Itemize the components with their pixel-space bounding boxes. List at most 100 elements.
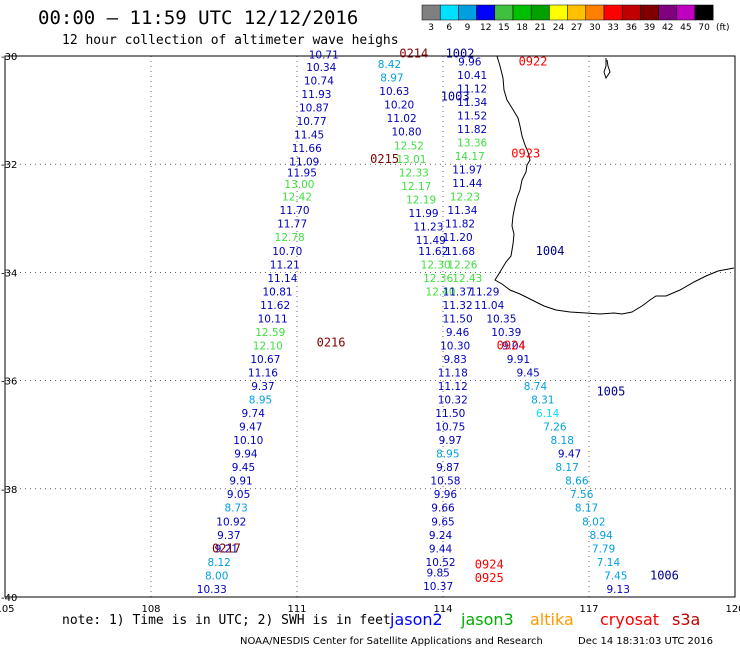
longitude-tick: 120 (725, 604, 740, 615)
swh-value: 12.42 (282, 192, 312, 204)
swh-value: 13.36 (457, 138, 487, 150)
swh-value: 8.94 (589, 530, 613, 542)
satellite-legend: jason2 jason3 altika cryosat s3a (389, 610, 700, 629)
track-label: 1006 (650, 568, 679, 582)
track-label: 0922 (519, 54, 548, 68)
legend-swatch (512, 4, 532, 21)
swh-value: 8.74 (524, 381, 548, 393)
swh-value: 10.70 (272, 246, 302, 258)
swh-value: 11.50 (435, 408, 465, 420)
coastline (494, 55, 735, 315)
latitude-tick: -36 (1, 377, 17, 388)
swh-value: 8.12 (207, 557, 230, 569)
swh-value: 10.87 (299, 102, 329, 114)
footer-note: note: 1) Time is in UTC; 2) SWH is in fe… (62, 613, 391, 628)
longitude-tick-labels: 105 108 111 114 117 120 (0, 604, 740, 615)
credit-text: NOAA/NESDIS Center for Satellite Applica… (240, 636, 543, 647)
swh-value: 10.81 (263, 286, 293, 298)
legend-label: 36 (626, 23, 638, 33)
legend-label: 15 (498, 23, 509, 33)
swh-value: 9.21 (215, 543, 238, 555)
longitude-tick: 117 (579, 604, 598, 615)
legend-swatch (530, 4, 550, 21)
swh-value: 11.29 (469, 286, 499, 298)
track-label: 0924 (497, 338, 526, 352)
legend-label: 3 (428, 23, 434, 33)
longitude-tick: 105 (0, 604, 15, 615)
legend-label: 70 (698, 23, 710, 33)
island-outline (603, 58, 611, 80)
swh-value: 8.97 (380, 73, 403, 85)
swh-value: 11.14 (267, 273, 297, 285)
swh-value: 11.62 (260, 300, 290, 312)
track-label: 0215 (370, 152, 399, 166)
swh-value: 10.92 (216, 516, 246, 528)
swh-value: 10.39 (491, 327, 521, 339)
legend-unit: (ft) (716, 23, 730, 33)
legend-swatch (476, 4, 496, 21)
legend-label: 6 (446, 23, 452, 33)
satellite-name: jason3 (460, 610, 514, 629)
swh-value: 7.45 (604, 570, 627, 582)
legend-label: 27 (571, 23, 582, 33)
swh-value: 9.47 (239, 422, 262, 434)
legend-label: 9 (465, 23, 471, 33)
swh-value: 10.34 (306, 62, 336, 74)
legend-swatch (694, 4, 714, 21)
swh-value: 10.30 (440, 340, 470, 352)
legend-label: 12 (480, 23, 491, 33)
track-label: 0924 (475, 558, 504, 572)
swh-value: 12.10 (253, 340, 283, 352)
swh-value: 8.42 (378, 59, 401, 71)
swh-value: 9.37 (251, 381, 274, 393)
swh-value: 9.04 (502, 340, 526, 352)
swh-value: 10.63 (379, 86, 409, 98)
swh-value: 12.40 (426, 286, 456, 298)
track-labels: 0214 1002 0922 1003 0923 0215 1004 0216 0924 1005… (212, 46, 679, 585)
swh-value: 9.47 (558, 449, 581, 461)
swh-value: 11.21 (270, 259, 300, 271)
swh-value: 8.73 (224, 503, 247, 515)
swh-value: 7.14 (597, 557, 621, 569)
legend-swatch (640, 4, 659, 21)
swh-value: 9.74 (242, 408, 266, 420)
swh-value: 11.70 (280, 205, 310, 217)
map-title: 00:00 – 11:59 UTC 12/12/2016 (38, 7, 358, 29)
legend-label: 18 (516, 23, 528, 33)
legend-label: 45 (680, 23, 691, 33)
swh-value: 9.83 (443, 354, 466, 366)
swh-value: 10.37 (423, 581, 453, 593)
swh-value: 10.11 (258, 313, 288, 325)
track-label: 1002 (446, 46, 475, 60)
longitude-tick: 108 (141, 604, 160, 615)
swh-value: 9.46 (446, 327, 470, 339)
color-legend: 3 6 9 12 15 18 21 24 27 30 33 36 39 42 45 70 (421, 4, 714, 33)
satellite-name: altika (530, 610, 574, 629)
swh-value: 10.67 (250, 354, 280, 366)
swh-value: 11.50 (443, 313, 473, 325)
swh-value: 11.18 (438, 367, 468, 379)
swh-value: 9.94 (234, 449, 258, 461)
legend-label: 21 (535, 23, 546, 33)
swh-value: 12.43 (452, 273, 482, 285)
plot-frame (4, 55, 736, 598)
swh-value: 6.14 (536, 408, 560, 420)
track-label: 0925 (475, 571, 504, 585)
satellite-name: jason2 (389, 610, 443, 629)
swh-value: 9.13 (607, 584, 630, 596)
swh-value: 11.82 (445, 219, 475, 231)
swh-value: 11.49 (416, 235, 446, 247)
swh-value: 7.79 (592, 543, 615, 555)
swh-value: 9.05 (227, 489, 250, 501)
track-label: 0214 (399, 46, 428, 60)
legend-swatch (439, 4, 459, 21)
swh-value: 11.77 (277, 219, 307, 231)
swh-value: 9.91 (229, 476, 252, 488)
longitude-tick: 114 (433, 604, 452, 615)
swh-value: 11.93 (301, 89, 331, 101)
latitude-tick-labels: -30 -32 -34 -36 -38 -40 (1, 52, 17, 604)
swh-value: 10.80 (391, 127, 421, 139)
